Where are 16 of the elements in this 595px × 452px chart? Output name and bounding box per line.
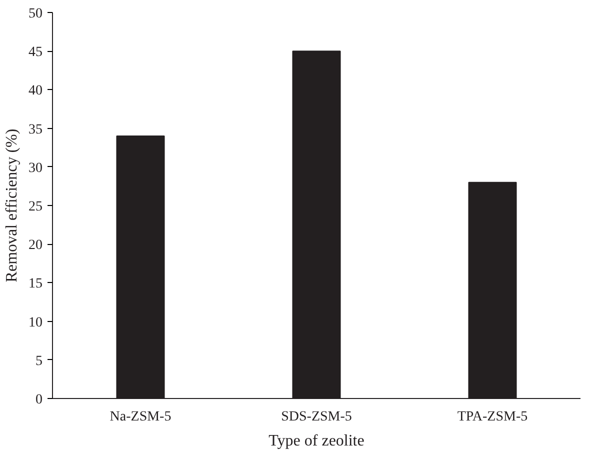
y-tick-label: 0 (36, 392, 42, 408)
y-tick-label: 20 (28, 238, 42, 254)
y-tick-label: 50 (28, 6, 42, 22)
y-tick-label: 30 (28, 160, 42, 176)
y-tick-label: 10 (28, 315, 42, 330)
x-tick-label: TPA-ZSM-5 (457, 410, 528, 424)
y-tick-label: 35 (28, 122, 42, 138)
y-tick-label: 25 (28, 200, 42, 214)
x-tick-label: SDS-ZSM-5 (281, 410, 352, 424)
y-tick-label: 15 (28, 276, 42, 292)
x-tick-label: Na-ZSM-5 (110, 410, 172, 424)
x-axis-title: Type of zeolite (268, 432, 364, 450)
y-tick-label: 45 (28, 45, 42, 60)
y-tick-label: 5 (36, 354, 42, 369)
y-axis-title: Removal efficiency (%) (4, 128, 20, 282)
y-tick-label: 40 (28, 84, 42, 99)
